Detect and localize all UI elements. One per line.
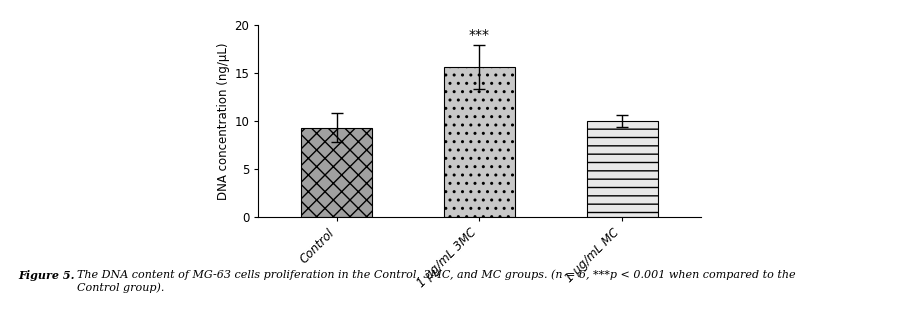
Y-axis label: DNA concentration (ng/μL): DNA concentration (ng/μL) [217, 42, 230, 200]
Bar [301, 128, 372, 217]
Bar [586, 121, 658, 217]
Bar [443, 67, 515, 217]
Text: ***: *** [469, 28, 490, 42]
Text: Figure 5.: Figure 5. [18, 270, 75, 281]
Text: The DNA content of MG-63 cells proliferation in the Control, 3MC, and MC groups.: The DNA content of MG-63 cells prolifera… [77, 270, 795, 293]
